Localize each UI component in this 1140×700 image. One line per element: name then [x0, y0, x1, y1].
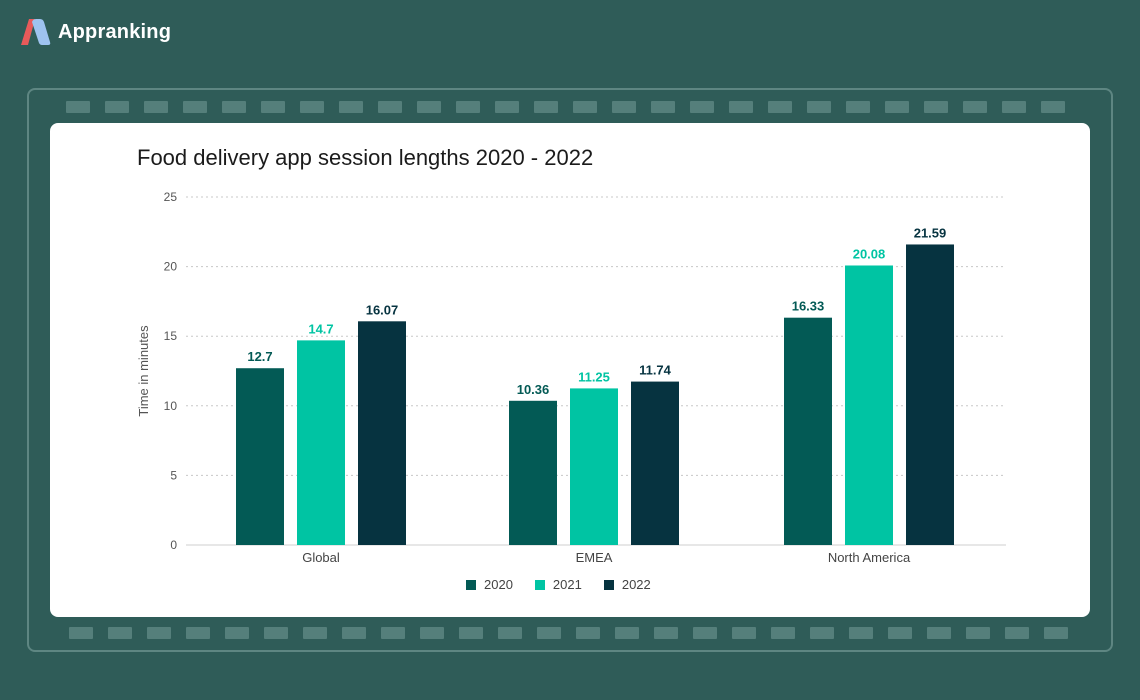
- bar-emea-2022: [631, 381, 679, 545]
- legend-swatch: [466, 579, 476, 590]
- legend-swatch: [603, 579, 614, 590]
- brand-logo[interactable]: Appranking: [18, 16, 171, 48]
- legend-item-2021: 2021: [534, 577, 582, 592]
- dash: [498, 627, 522, 639]
- bar-north-america-2022: [906, 244, 954, 545]
- dash: [612, 101, 636, 113]
- x-tick-label: Global: [302, 550, 340, 565]
- dash: [261, 101, 285, 113]
- bar-emea-2021: [570, 388, 618, 545]
- y-tick-label: 5: [170, 468, 177, 482]
- dash: [924, 101, 948, 113]
- dash: [417, 101, 441, 113]
- dash: [1041, 101, 1065, 113]
- dash: [105, 101, 129, 113]
- dash: [186, 627, 210, 639]
- bar-global-2020: [236, 368, 284, 545]
- y-tick-label: 10: [164, 399, 178, 413]
- dash: [849, 627, 873, 639]
- dash: [264, 627, 288, 639]
- dash: [108, 627, 132, 639]
- dash: [963, 101, 987, 113]
- dash: [147, 627, 171, 639]
- dash: [576, 627, 600, 639]
- dash: [807, 101, 831, 113]
- x-tick-label: EMEA: [576, 550, 613, 565]
- dash: [888, 627, 912, 639]
- data-label: 11.74: [639, 363, 672, 378]
- bar-global-2022: [358, 321, 406, 545]
- data-label: 11.25: [578, 369, 610, 384]
- data-label: 21.59: [914, 225, 947, 240]
- dash: [1002, 101, 1026, 113]
- dash: [420, 627, 444, 639]
- dash: [66, 101, 90, 113]
- data-label: 10.36: [517, 382, 550, 397]
- decorative-dashes-top: [0, 101, 1140, 113]
- dash: [534, 101, 558, 113]
- y-tick-label: 20: [164, 260, 178, 274]
- legend-label: 2021: [552, 577, 582, 592]
- dash: [690, 101, 714, 113]
- data-label: 16.33: [792, 299, 825, 314]
- dash: [303, 627, 327, 639]
- dash: [846, 101, 870, 113]
- data-label: 20.08: [853, 246, 886, 261]
- dash: [573, 101, 597, 113]
- dash: [885, 101, 909, 113]
- bar-chart: 0 5 10 15 20 25 Time in minutes 12.7 14.7 16.07 Gl…: [136, 190, 1006, 565]
- y-tick-label: 25: [164, 190, 178, 204]
- y-axis-label: Time in minutes: [136, 325, 151, 417]
- brand-name: Appranking: [58, 20, 172, 43]
- legend-label: 2022: [621, 577, 651, 592]
- dash: [1005, 627, 1029, 639]
- dash: [342, 627, 366, 639]
- dash: [927, 627, 951, 639]
- chart-legend: 2020 2021 2022: [466, 577, 673, 592]
- legend-swatch: [534, 579, 545, 590]
- legend-label: 2020: [484, 577, 513, 592]
- decorative-dashes-bottom: [0, 627, 1140, 639]
- data-label: 14.7: [308, 321, 333, 336]
- dash: [381, 627, 405, 639]
- legend-item-2022: 2022: [603, 577, 651, 592]
- dash: [144, 101, 168, 113]
- data-label: 12.7: [247, 349, 272, 364]
- bar-north-america-2021: [845, 265, 893, 545]
- dash: [729, 101, 753, 113]
- dash: [615, 627, 639, 639]
- dash: [300, 101, 324, 113]
- data-label: 16.07: [366, 302, 399, 317]
- dash: [771, 627, 795, 639]
- dash: [732, 627, 756, 639]
- dash: [225, 627, 249, 639]
- dash: [183, 101, 207, 113]
- dash: [810, 627, 834, 639]
- legend-item-2020: 2020: [466, 577, 513, 592]
- bar-north-america-2020: [784, 317, 832, 545]
- bar-emea-2020: [509, 400, 557, 545]
- dash: [456, 101, 480, 113]
- dash: [651, 101, 675, 113]
- x-tick-label: North America: [828, 550, 911, 565]
- dash: [339, 101, 363, 113]
- y-tick-label: 0: [170, 538, 177, 552]
- chart-card: Food delivery app session lengths 2020 -…: [50, 123, 1090, 617]
- chart-title: Food delivery app session lengths 2020 -…: [137, 145, 594, 170]
- dash: [69, 627, 93, 639]
- dash: [966, 627, 990, 639]
- dash: [459, 627, 483, 639]
- dash: [378, 101, 402, 113]
- y-tick-label: 15: [164, 329, 178, 343]
- dash: [495, 101, 519, 113]
- dash: [693, 627, 717, 639]
- dash: [768, 101, 792, 113]
- dash: [537, 627, 561, 639]
- dash: [1044, 627, 1068, 639]
- appranking-logo-icon: [21, 19, 51, 45]
- dash: [222, 101, 246, 113]
- dash: [654, 627, 678, 639]
- bar-global-2021: [297, 340, 345, 545]
- outer-frame: [27, 88, 1113, 652]
